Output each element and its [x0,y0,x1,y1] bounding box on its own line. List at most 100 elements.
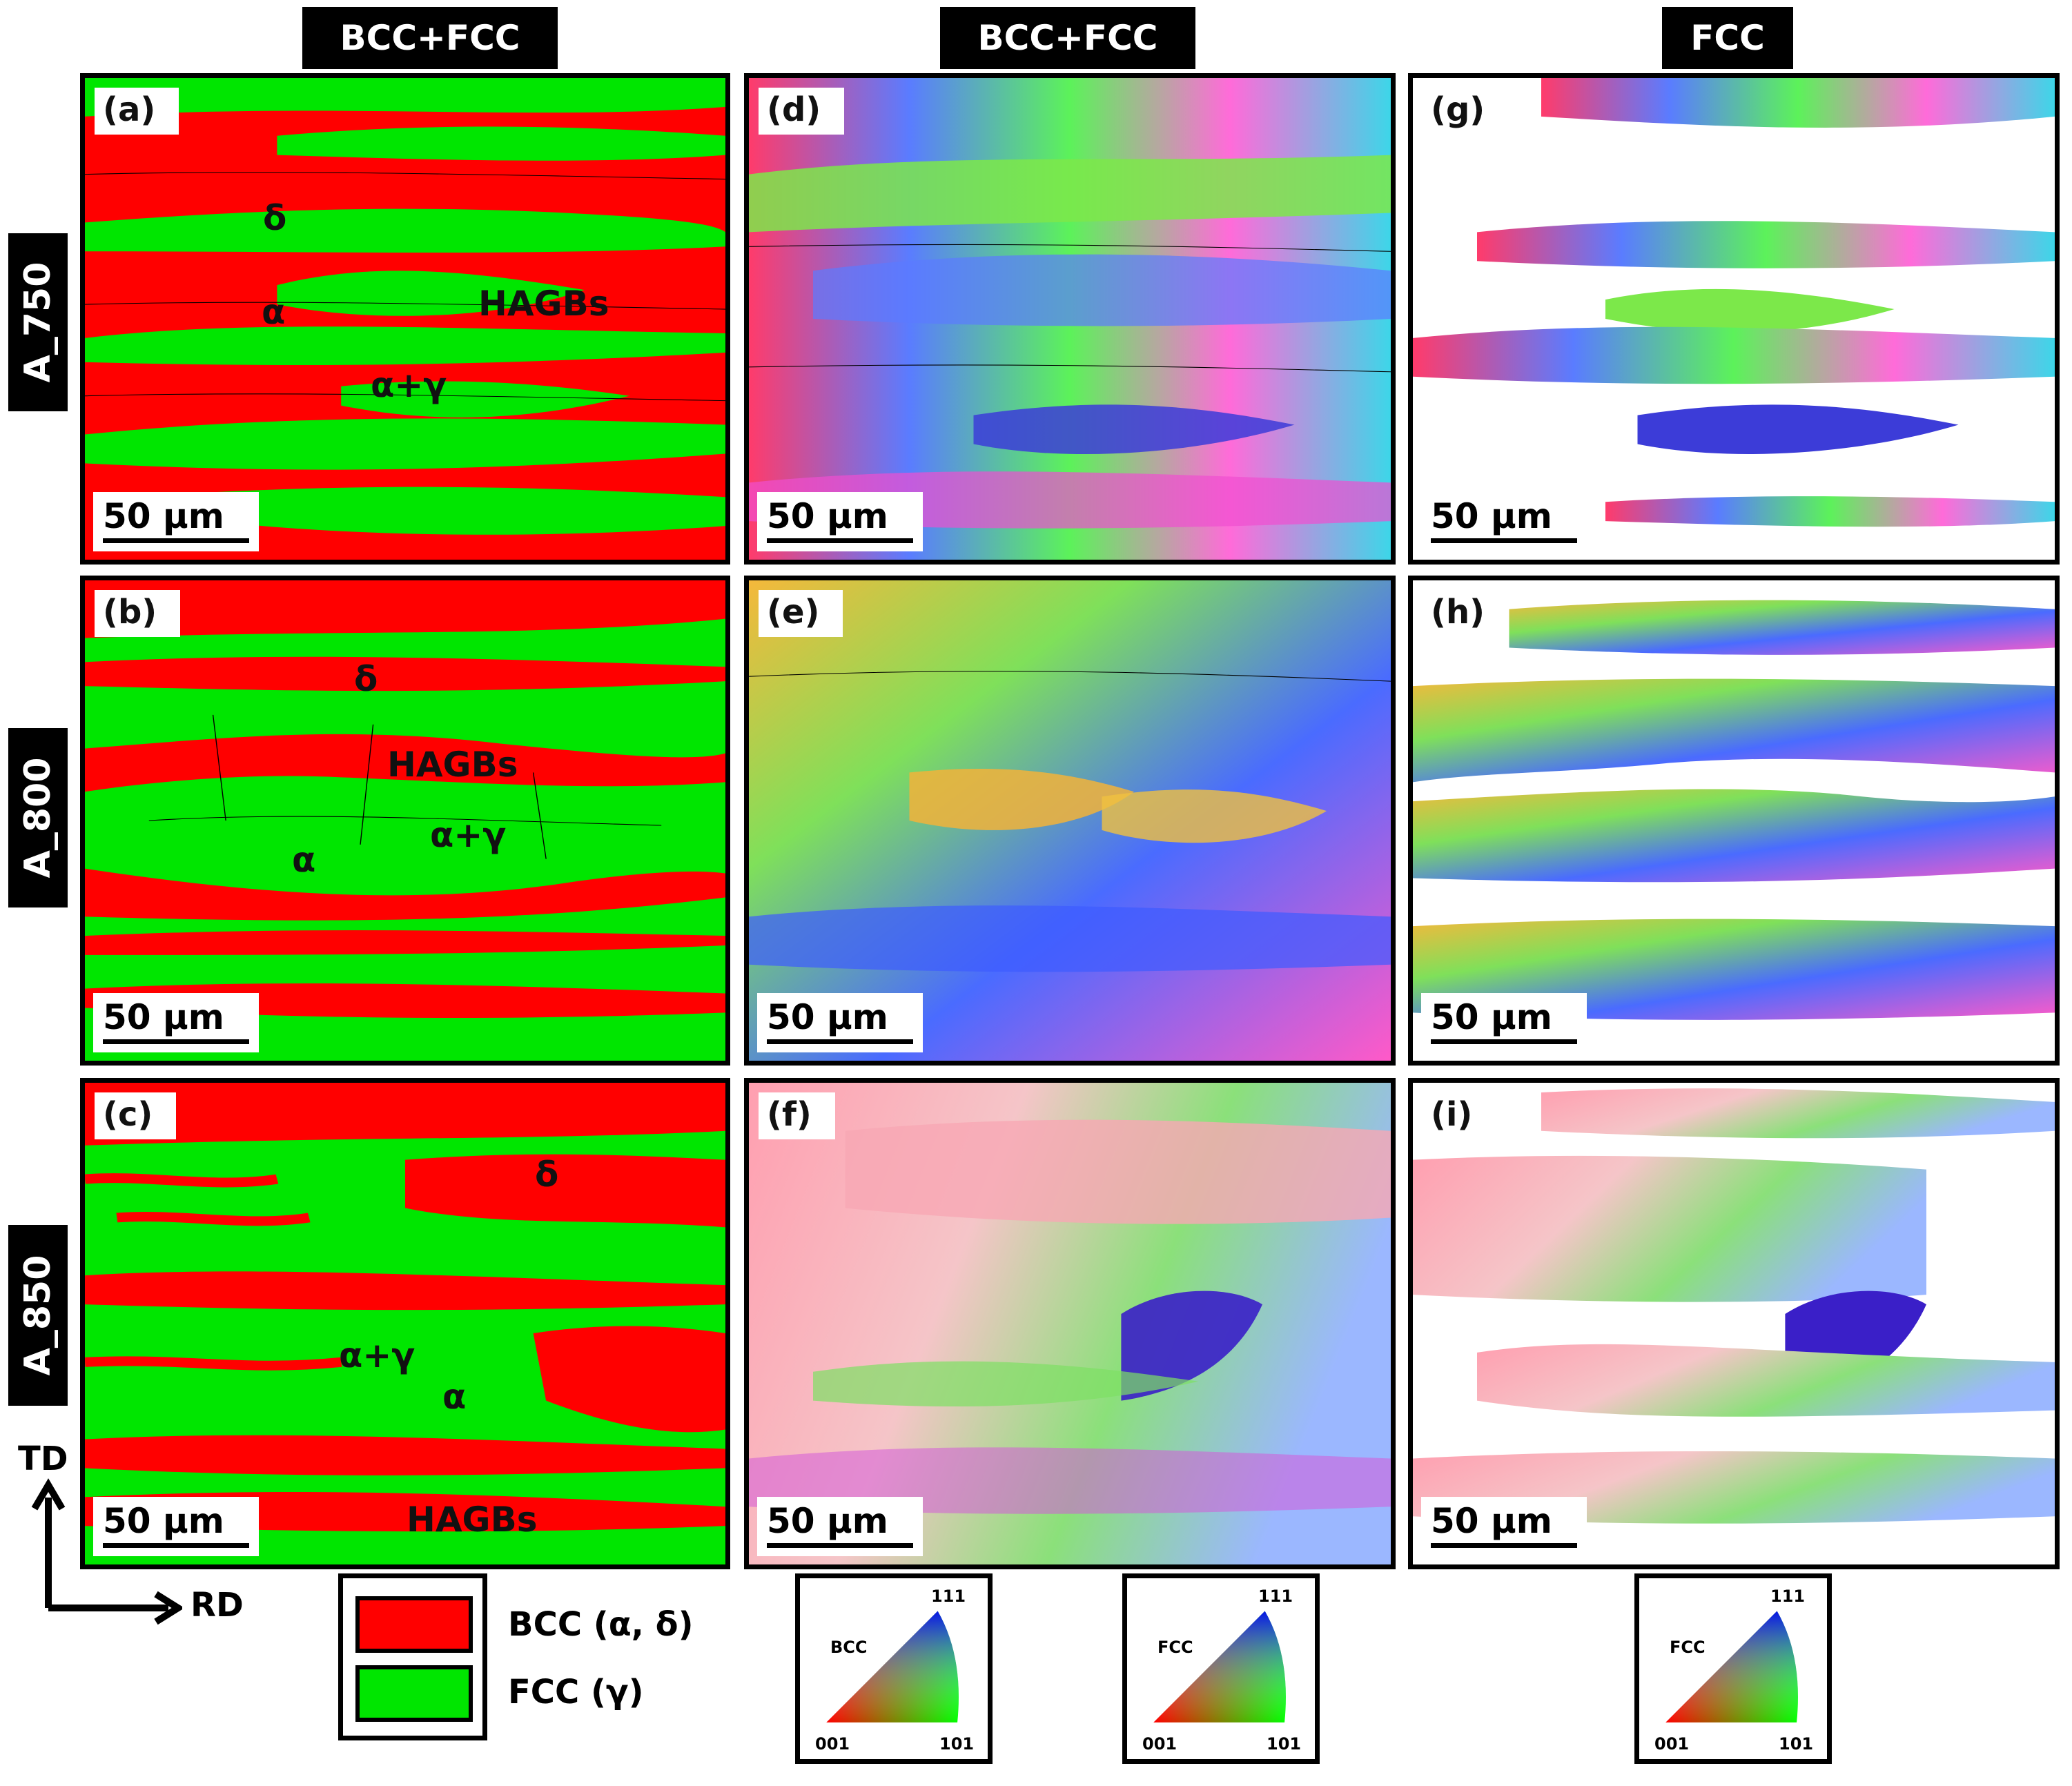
ipf-key-fcc-1-phase: FCC [1157,1638,1193,1657]
ipf-key-bcc-right: 101 [939,1734,975,1754]
ipf-key-fcc-1-top: 111 [1258,1587,1293,1606]
ipf-map-image-g [1413,78,2055,560]
scale-bar-text-h: 50 μm [1431,997,1552,1037]
ipf-map-image-d [749,78,1391,560]
row-label-850: A_850 [8,1225,68,1406]
panel-label-g: (g) [1423,88,1509,135]
ipf-key-fcc-2-triangle [1665,1611,1798,1723]
phase-map-image-b [85,580,725,1061]
panel-label-e: (e) [759,590,843,637]
panel-f-ipf-map: (f) 50 μm [744,1078,1396,1569]
legend-swatch-bcc [355,1596,473,1653]
row-label-850-text: A_850 [17,1255,59,1376]
scale-bar-line-g [1431,538,1577,543]
ipf-key-fcc-2-left: 001 [1654,1734,1690,1754]
panel-e-ipf-map: (e) 50 μm [744,576,1396,1066]
annotation-alpha-a: α [262,292,286,332]
scale-bar-h: 50 μm [1421,993,1587,1052]
annotation-delta-b: δ [354,659,378,699]
scale-bar-text-a: 50 μm [103,496,224,536]
ipf-key-fcc-1: FCC 111 001 101 [1122,1573,1320,1764]
column-header-1: BCC+FCC [302,7,558,69]
annotation-alpha-gamma-a: α+γ [371,365,447,405]
panel-h-ipf-map: (h) 50 μm [1408,576,2060,1066]
scale-bar-g: 50 μm [1421,492,1587,551]
panel-label-c: (c) [95,1092,177,1139]
annotation-delta-a: δ [263,198,287,238]
annotation-alpha-gamma-c: α+γ [339,1335,416,1375]
axis-arrows-icon [31,1478,182,1625]
panel-label-f: (f) [759,1092,835,1139]
ipf-key-fcc-2-top: 111 [1770,1587,1806,1606]
ipf-key-fcc-1-right: 101 [1267,1734,1302,1754]
panel-i-ipf-map: (i) 50 μm [1408,1078,2060,1569]
annotation-alpha-b: α [292,840,316,880]
ipf-key-fcc-1-left: 001 [1142,1734,1177,1754]
panel-label-a: (a) [95,88,179,135]
column-header-2: BCC+FCC [940,7,1195,69]
panel-a-phase-map: (a) 50 μm δ α HAGBs α+γ [80,73,730,565]
annotation-alpha-gamma-b: α+γ [430,815,507,855]
phase-map-image-c [85,1083,725,1564]
ipf-key-fcc-2-right: 101 [1779,1734,1814,1754]
panel-label-h: (h) [1423,590,1509,637]
scale-bar-text-c: 50 μm [103,1501,224,1541]
panel-d-ipf-map: (d) 50 μm [744,73,1396,565]
ipf-map-image-e [749,580,1391,1061]
scale-bar-line-d [767,538,913,543]
scale-bar-d: 50 μm [757,492,923,551]
scale-bar-line-e [767,1039,913,1044]
ipf-key-bcc-triangle [826,1611,959,1723]
scale-bar-line-b [103,1039,249,1044]
scale-bar-text-e: 50 μm [767,997,888,1037]
panel-b-phase-map: (b) 50 μm δ HAGBs α+γ α [80,576,730,1066]
panel-label-b: (b) [95,590,181,637]
annotation-alpha-c: α [442,1377,467,1417]
column-header-3: FCC [1662,7,1793,69]
annotation-hagbs-c: HAGBs [407,1500,538,1540]
legend-label-fcc: FCC (γ) [508,1673,644,1711]
scale-bar-a: 50 μm [93,492,259,551]
ipf-key-fcc-2-phase: FCC [1670,1638,1706,1657]
scale-bar-line-c [103,1543,249,1548]
annotation-delta-c: δ [535,1155,559,1195]
scale-bar-text-b: 50 μm [103,997,224,1037]
ipf-key-bcc: BCC 111 001 101 [795,1573,993,1764]
scale-bar-f: 50 μm [757,1497,923,1556]
scale-bar-line-a [103,538,249,543]
scale-bar-e: 50 μm [757,993,923,1052]
scale-bar-text-d: 50 μm [767,496,888,536]
phase-map-image-a [85,78,725,560]
panel-label-d: (d) [759,88,845,135]
ipf-key-bcc-top: 111 [931,1587,966,1606]
panel-label-i: (i) [1423,1092,1496,1139]
scale-bar-b: 50 μm [93,993,259,1052]
row-label-750-text: A_750 [17,262,59,383]
row-label-800: A_800 [8,728,68,907]
annotation-hagbs-b: HAGBs [387,745,518,785]
scale-bar-text-g: 50 μm [1431,496,1552,536]
row-label-800-text: A_800 [17,757,59,879]
scale-bar-line-f [767,1543,913,1548]
ipf-key-bcc-phase: BCC [830,1638,868,1657]
scale-bar-i: 50 μm [1421,1497,1587,1556]
scale-bar-text-i: 50 μm [1431,1501,1552,1541]
axis-label-td: TD [18,1440,68,1478]
panel-g-ipf-map: (g) 50 μm [1408,73,2060,565]
scale-bar-line-i [1431,1543,1577,1548]
ipf-map-image-f [749,1083,1391,1564]
phase-legend [338,1573,487,1740]
annotation-hagbs-a: HAGBs [478,284,609,324]
legend-label-bcc: BCC (α, δ) [508,1605,694,1644]
ipf-key-fcc-1-triangle [1153,1611,1286,1723]
row-label-750: A_750 [8,233,68,411]
scale-bar-c: 50 μm [93,1497,259,1556]
legend-swatch-fcc [355,1665,473,1722]
axis-label-rd: RD [190,1586,244,1625]
scale-bar-text-f: 50 μm [767,1501,888,1541]
panel-c-phase-map: (c) 50 μm δ α+γ α HAGBs [80,1078,730,1569]
ipf-map-image-i [1413,1083,2055,1564]
ipf-key-bcc-left: 001 [815,1734,850,1754]
scale-bar-line-h [1431,1039,1577,1044]
ipf-map-image-h [1413,580,2055,1061]
